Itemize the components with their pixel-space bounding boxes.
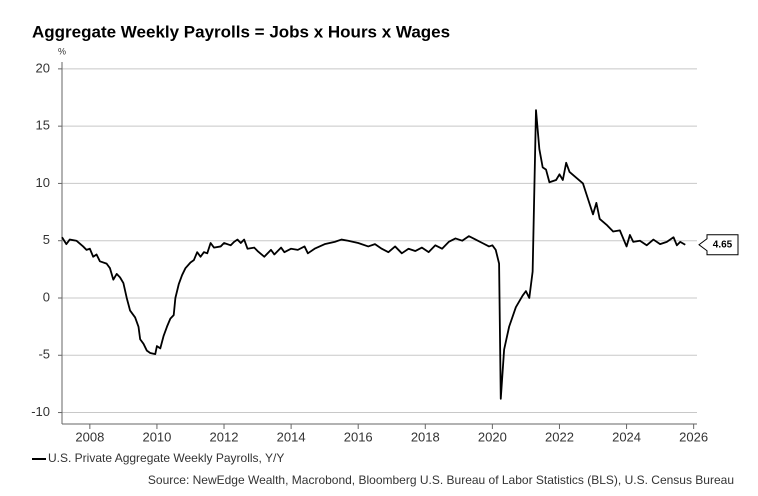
y-tick-label: -10 (31, 404, 50, 419)
x-tick-label: 2024 (612, 429, 641, 444)
y-unit: % (58, 46, 66, 56)
x-tick-label: 2010 (142, 429, 171, 444)
y-tick-label: 0 (43, 289, 50, 304)
y-tick-label: 5 (43, 232, 50, 247)
y-tick-label: 20 (36, 60, 50, 75)
x-tick-label: 2020 (478, 429, 507, 444)
y-tick-label: 15 (36, 118, 50, 133)
legend-label: U.S. Private Aggregate Weekly Payrolls, … (48, 451, 284, 465)
source: Source: NewEdge Wealth, Macrobond, Bloom… (148, 473, 734, 487)
x-tick-label: 2026 (679, 429, 708, 444)
line (61, 109, 686, 400)
x-tick-label: 2008 (75, 429, 104, 444)
chart-title: Aggregate Weekly Payrolls = Jobs x Hours… (32, 22, 450, 41)
x-tick-label: 2018 (411, 429, 440, 444)
x-tick-label: 2022 (545, 429, 574, 444)
value-label: 4.65 (713, 239, 733, 250)
callout-box (698, 234, 739, 256)
x-tick-label: 2016 (344, 429, 373, 444)
x-tick-label: 2014 (277, 429, 306, 444)
y-tick-label: 10 (36, 175, 50, 190)
x-tick-label: 2012 (210, 429, 239, 444)
y-tick-label: -5 (38, 347, 50, 362)
